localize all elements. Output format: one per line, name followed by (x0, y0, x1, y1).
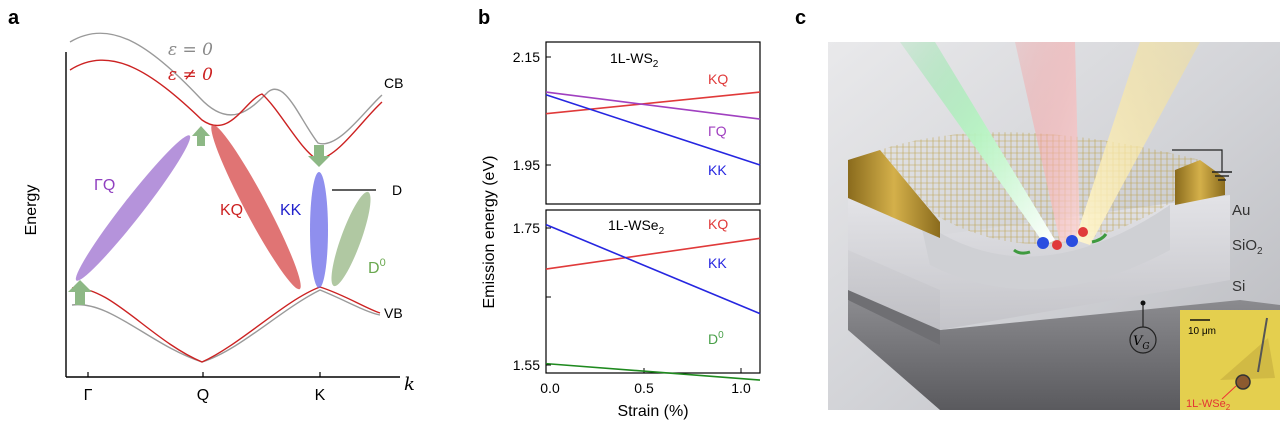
exciton-hole-2 (1078, 227, 1088, 237)
exciton-hole-1 (1052, 240, 1062, 250)
arrow-up-gamma (68, 280, 92, 305)
vb-unstrained (71, 289, 381, 363)
series-label-ws2-kk: KK (708, 162, 727, 178)
inset-probe (1257, 317, 1268, 373)
transition-d0 (331, 191, 371, 287)
inset-hole (1235, 374, 1251, 390)
panel-a: a Energy k Γ Q K CB VB D ε = 0 ε ≠ 0 ΓQ (8, 7, 415, 404)
panel-label-a: a (8, 7, 20, 29)
ytick-2.15: 2.15 (513, 49, 540, 65)
legend-eps-nonzero: ε ≠ 0 (168, 65, 213, 85)
series-label-ws2-gq: ΓQ (708, 123, 727, 139)
exciton-electron-1 (1037, 237, 1049, 249)
label-kk: KK (280, 202, 302, 219)
vb-label: VB (384, 305, 403, 321)
series-label-wse2-kk: KK (708, 255, 727, 271)
gate-voltage-source (1129, 326, 1157, 354)
label-gq: ΓQ (94, 177, 115, 194)
cb-strained (69, 59, 383, 161)
series-group-ws2 (545, 91, 761, 166)
series-label-wse2-kq: KQ (708, 216, 728, 232)
ytick-1.95: 1.95 (513, 157, 540, 173)
vb-strained (71, 286, 381, 363)
xtick-0.5: 0.5 (634, 380, 654, 396)
ytick-1.75: 1.75 (513, 220, 540, 236)
transition-kq (211, 124, 301, 290)
b-x-axis-label: Strain (%) (617, 403, 688, 420)
red-emission-beam (1015, 42, 1080, 242)
yellow-emission-beam (1075, 42, 1200, 245)
x-axis-label: k (404, 374, 415, 395)
panel-b: b Emission energy (eV) 1L-WS2 1L-WSe2 2.… (478, 7, 761, 420)
arrow-down-k (308, 145, 330, 167)
title-wse2: 1L-WSe2 (608, 217, 665, 237)
arrow-up-q (192, 126, 210, 146)
cb-unstrained (69, 32, 383, 145)
x-tick-label-q: Q (197, 387, 209, 404)
b-y-axis-label: Emission energy (eV) (481, 156, 498, 309)
plot-frame-ws2 (545, 41, 761, 205)
drift-arrow-left (1013, 248, 1031, 255)
inset-scale-label: 10 μm (1188, 326, 1216, 337)
trench (920, 205, 1170, 290)
exciton-electron-2 (1066, 235, 1078, 247)
panel-label-c: c (795, 7, 806, 29)
gate-contact (1140, 300, 1146, 306)
au-electrode-right (1175, 160, 1225, 205)
legend-eps-zero: ε = 0 (168, 40, 213, 60)
defect-label: D (392, 182, 402, 198)
au-electrode-left (848, 150, 940, 238)
x-tick-label-k: K (315, 387, 326, 404)
inset-optical-image: 10 μm 1L-WSe2 (1180, 310, 1280, 412)
label-d0: D0 (368, 257, 386, 277)
series-label-wse2-d0: D0 (708, 330, 724, 347)
transition-kk (310, 172, 328, 288)
inset-pointer (1221, 385, 1237, 400)
panel-label-b: b (478, 7, 490, 29)
y-axis-label: Energy (23, 185, 40, 236)
gate-label: VG (1133, 334, 1150, 352)
cb-label: CB (384, 75, 403, 91)
plot-frame-wse2 (545, 209, 761, 374)
series-line-wse2-kq (545, 237, 761, 270)
transition-gq (75, 135, 191, 281)
series-label-ws2-kq: KQ (708, 71, 728, 87)
layer-label-si: Si (1232, 278, 1245, 295)
title-ws2: 1L-WS2 (610, 50, 659, 70)
series-line-ws2-kq (545, 91, 761, 115)
panel-c: c VG Au SiO2 (795, 7, 1280, 412)
xtick-0.0: 0.0 (540, 380, 560, 396)
x-tick-label-gamma: Γ (84, 387, 93, 404)
series-line-ws2-kk (545, 94, 761, 166)
label-kq: KQ (220, 202, 243, 219)
ground-wire (1172, 149, 1223, 172)
si-substrate (848, 300, 1280, 410)
series-line-wse2-kk (545, 223, 761, 315)
layer-label-sio2: SiO2 (1232, 237, 1263, 257)
series-line-ws2-q (545, 91, 761, 120)
drift-arrow-right (1091, 233, 1108, 244)
layer-label-au: Au (1232, 202, 1250, 219)
xtick-1.0: 1.0 (731, 380, 751, 396)
series-line-wse2-d0 (545, 362, 761, 381)
green-laser-beam (900, 42, 1055, 245)
ytick-1.55: 1.55 (513, 357, 540, 373)
series-group-wse2 (545, 223, 761, 381)
inset-material-label: 1L-WSe2 (1186, 398, 1231, 412)
